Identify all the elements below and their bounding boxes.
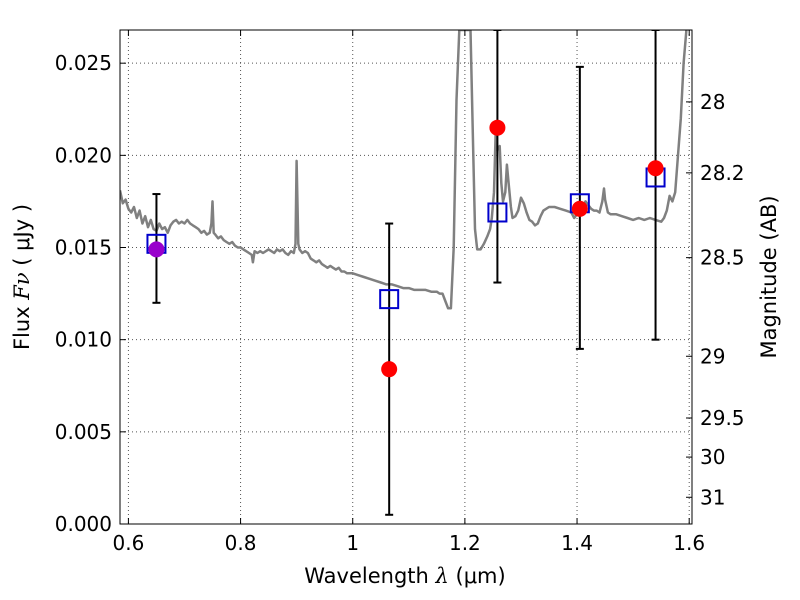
x-tick-label: 1.6 [673, 531, 705, 555]
y2-tick-label: 28.5 [700, 246, 745, 270]
plot-frame [119, 29, 693, 525]
x-axis-label-symbol: λ [435, 564, 449, 588]
y-tick-label: 0.020 [55, 143, 112, 167]
x-tick-label: 0.6 [113, 531, 145, 555]
grid [120, 30, 692, 525]
y-axis-label: Flux Fν ( μJy ) [10, 204, 34, 350]
x-tick-label: 1 [346, 531, 359, 555]
observed-point [148, 241, 165, 258]
y-axis-label-unit: ( μJy ) [10, 204, 34, 272]
y-tick-label: 0.015 [55, 236, 112, 260]
x-axis-label-text: Wavelength [304, 564, 435, 588]
y-axis-label-text: Flux [10, 300, 34, 350]
x-axis-label: Wavelength λ (μm) [304, 564, 505, 588]
y2-axis-label: Magnitude (AB) [757, 195, 781, 358]
y2-tick-label: 31 [700, 485, 725, 509]
observed-point [381, 361, 398, 378]
y2-tick-label: 29 [700, 344, 725, 368]
x-tick-label: 0.8 [225, 531, 257, 555]
y-axis-label-symbol: Fν [10, 272, 34, 301]
y2-tick-label: 29.5 [700, 406, 745, 430]
y-tick-label: 0.010 [55, 328, 112, 352]
plot-area [120, 30, 688, 516]
observed-point [647, 160, 664, 177]
ticks: 0.6 0.8 1 1.2 1.4 1.6 0.000 0.005 0.010 0.015 0.02… [55, 30, 745, 555]
observed-point [489, 119, 506, 136]
y-tick-label: 0.000 [55, 512, 112, 536]
y-tick-label: 0.005 [55, 420, 112, 444]
spectrum-line [120, 30, 688, 310]
y2-tick-label: 30 [700, 445, 725, 469]
y-tick-label: 0.025 [55, 51, 112, 75]
model-square-marker [487, 202, 508, 223]
model-square-marker [379, 289, 400, 310]
x-tick-label: 1.2 [449, 531, 481, 555]
x-tick-label: 1.4 [561, 531, 593, 555]
observed-point [571, 200, 588, 217]
y2-tick-label: 28 [700, 90, 725, 114]
y2-tick-label: 28.2 [700, 161, 745, 185]
x-axis-label-unit: (μm) [449, 564, 506, 588]
